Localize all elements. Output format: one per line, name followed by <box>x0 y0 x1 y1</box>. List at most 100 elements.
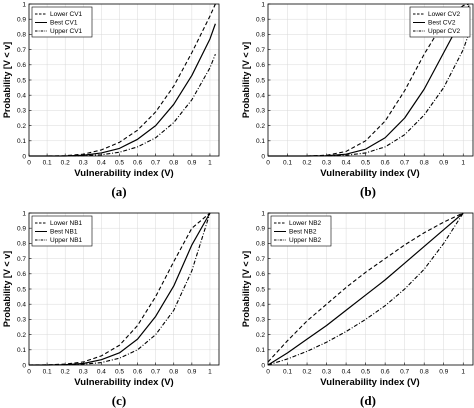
y-tick-label: 0.1 <box>17 347 26 354</box>
y-tick-label: 0.7 <box>256 47 265 54</box>
y-tick-label: 0.6 <box>256 271 265 278</box>
y-tick-label: 0.9 <box>17 226 26 233</box>
x-tick-label: 0.2 <box>303 160 312 167</box>
x-tick-label: 0.4 <box>97 160 106 167</box>
y-axis-label: Probability [V < v] <box>2 42 12 118</box>
plot-area-frame <box>267 212 474 366</box>
series-line-best-nb2 <box>267 212 464 366</box>
x-tick-label: 0.4 <box>342 160 351 167</box>
y-tick-label: 0.3 <box>17 108 26 115</box>
legend-label: Upper CV2 <box>428 28 461 35</box>
y-tick-label: 0.2 <box>256 332 265 339</box>
y-tick-label: 0.1 <box>17 138 26 145</box>
legend-label: Upper CV1 <box>50 28 83 35</box>
y-tick-label: 0.6 <box>17 271 26 278</box>
y-tick-label: 0.5 <box>17 77 26 84</box>
x-axis-label: Vulnerability index (V) <box>74 168 173 179</box>
y-tick-label: 0.8 <box>17 241 26 248</box>
x-tick-label: 0.2 <box>61 160 70 167</box>
y-tick-label: 1 <box>22 210 26 217</box>
x-tick-label: 0.3 <box>79 369 88 376</box>
y-tick-label: 0 <box>22 153 26 160</box>
x-tick-label: 1 <box>461 160 465 167</box>
legend-label: Upper NB1 <box>50 237 83 244</box>
y-tick-label: 0.2 <box>17 123 26 130</box>
legend-label: Lower NB2 <box>289 220 322 227</box>
x-tick-label: 0 <box>27 369 31 376</box>
x-tick-label: 0.4 <box>342 369 351 376</box>
panel-c: 0 0.1 0.2 0.3 0.4 0.5 0.6 0.7 0.8 0.9 1 0 0.1 0.2 0.3 0… <box>2 210 220 408</box>
y-tick-label: 0.1 <box>256 138 265 145</box>
y-tick-label: 0.7 <box>256 256 265 263</box>
legend-label: Best CV1 <box>50 20 78 27</box>
y-tick-label: 0.4 <box>256 302 265 309</box>
y-tick-label: 0.3 <box>256 317 265 324</box>
y-tick-label: 0.9 <box>17 17 26 24</box>
legend-label: Lower CV1 <box>50 11 83 18</box>
y-tick-label: 0.1 <box>256 347 265 354</box>
x-tick-label: 0.1 <box>283 369 292 376</box>
y-tick-label: 0.7 <box>17 256 26 263</box>
x-tick-label: 1 <box>208 160 212 167</box>
legend-label: Upper NB2 <box>289 237 322 244</box>
plot-area-frame <box>28 3 220 157</box>
y-tick-label: 1 <box>261 210 265 217</box>
panel-label: (d) <box>360 393 376 408</box>
y-tick-label: 0.7 <box>17 47 26 54</box>
y-axis-label: Probability [V < v] <box>241 42 251 118</box>
y-axis-label: Probability [V < v] <box>2 251 12 327</box>
y-tick-label: 0.3 <box>17 317 26 324</box>
x-tick-label: 0 <box>27 160 31 167</box>
x-axis-label: Vulnerability index (V) <box>320 377 419 388</box>
x-tick-label: 0.1 <box>43 369 52 376</box>
y-tick-label: 0.3 <box>256 108 265 115</box>
y-axis-label: Probability [V < v] <box>241 251 251 327</box>
y-tick-label: 0.9 <box>256 226 265 233</box>
series-line-lower-nb1 <box>28 212 211 366</box>
panel-b: 0 0.1 0.2 0.3 0.4 0.5 0.6 0.7 0.8 0.9 1 0 0.1 0.2 0.3 0… <box>241 1 474 199</box>
legend-box <box>31 215 93 247</box>
y-tick-label: 0.8 <box>17 32 26 39</box>
legend-label: Best NB1 <box>50 229 78 236</box>
x-tick-label: 1 <box>208 369 212 376</box>
y-tick-label: 0.4 <box>17 302 26 309</box>
x-tick-label: 0.6 <box>133 369 142 376</box>
x-axis-label: Vulnerability index (V) <box>74 377 173 388</box>
x-tick-label: 0.3 <box>322 369 331 376</box>
x-tick-label: 0.7 <box>151 160 160 167</box>
y-tick-label: 0.8 <box>256 241 265 248</box>
x-tick-label: 0.1 <box>283 160 292 167</box>
y-tick-label: 0 <box>261 362 265 369</box>
legend-label: Best CV2 <box>428 20 456 27</box>
y-tick-label: 0.4 <box>256 93 265 100</box>
plot-area-frame <box>267 3 474 157</box>
y-tick-label: 1 <box>22 1 26 8</box>
x-tick-label: 0.6 <box>381 160 390 167</box>
x-tick-label: 0.3 <box>322 160 331 167</box>
series-line-best-cv1 <box>29 23 216 157</box>
x-tick-label: 0.2 <box>303 369 312 376</box>
x-tick-label: 1 <box>461 369 465 376</box>
x-axis-label: Vulnerability index (V) <box>320 168 419 179</box>
x-tick-label: 0 <box>266 369 270 376</box>
x-tick-label: 0.6 <box>133 160 142 167</box>
x-tick-label: 0.2 <box>61 369 70 376</box>
x-tick-label: 0.8 <box>169 369 178 376</box>
y-tick-label: 1 <box>261 1 265 8</box>
y-tick-label: 0.9 <box>256 17 265 24</box>
x-tick-label: 0.7 <box>400 160 409 167</box>
x-tick-label: 0.6 <box>381 369 390 376</box>
legend-label: Lower CV2 <box>428 11 461 18</box>
y-tick-label: 0.5 <box>256 77 265 84</box>
y-tick-label: 0.8 <box>256 32 265 39</box>
x-tick-label: 0.9 <box>439 369 448 376</box>
x-tick-label: 0 <box>266 160 270 167</box>
panel-a: 0 0.1 0.2 0.3 0.4 0.5 0.6 0.7 0.8 0.9 1 0 0.1 0.2 0.3 0… <box>2 1 220 199</box>
panel-label: (c) <box>112 393 126 408</box>
legend-label: Best NB2 <box>289 229 317 236</box>
y-tick-label: 0 <box>22 362 26 369</box>
x-tick-label: 0.8 <box>420 160 429 167</box>
